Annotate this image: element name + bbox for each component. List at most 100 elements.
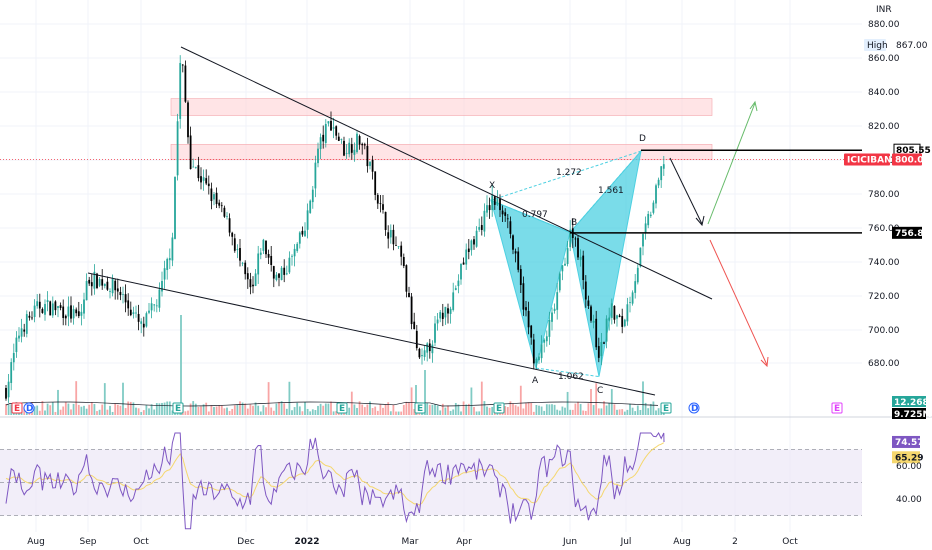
volume-bar	[457, 404, 460, 415]
volume-bar	[431, 404, 434, 415]
rsi-line	[5, 432, 665, 530]
candle-body	[10, 362, 13, 383]
volume-bar	[210, 405, 213, 415]
earnings-event-icon-glyph: E	[417, 404, 423, 414]
candle-body	[439, 312, 442, 319]
volume-bar	[262, 405, 265, 415]
candle-body	[421, 355, 423, 357]
volume-bar	[140, 411, 143, 415]
candle-body	[499, 198, 501, 211]
volume-bar	[543, 410, 546, 415]
volume-bar	[187, 410, 189, 415]
volume-bar	[649, 403, 652, 415]
volume-bar	[5, 403, 7, 415]
pattern-point-label: C	[597, 386, 603, 396]
volume-bar	[605, 405, 608, 415]
volume-bar	[106, 409, 109, 415]
y-tick-label: 720.00	[868, 292, 900, 302]
volume-bar	[275, 403, 278, 415]
candle-body	[213, 194, 215, 200]
volume-ma-badge	[892, 408, 926, 419]
upper-trendline	[180, 46, 713, 300]
candle-body	[564, 263, 566, 266]
candle-body	[348, 142, 351, 155]
volume-bar	[454, 402, 457, 415]
volume-bar	[577, 401, 579, 415]
candle-body	[410, 296, 413, 325]
volume-bar	[231, 408, 234, 415]
candle-body	[379, 203, 382, 205]
candle-body	[374, 171, 377, 195]
volume-bar	[584, 410, 587, 415]
volume-bar	[202, 404, 205, 415]
volume-bar	[207, 411, 210, 415]
volume-bar	[467, 403, 470, 415]
volume-bar	[122, 382, 124, 415]
candle-body	[57, 306, 59, 308]
volume-bar	[374, 406, 377, 415]
candle-body	[285, 273, 288, 275]
candle-body	[197, 165, 200, 179]
volume-bar	[634, 411, 637, 415]
candle-body	[337, 136, 340, 141]
candle-body	[77, 311, 80, 317]
x-tick-label: 2	[732, 537, 738, 547]
candle-body	[634, 281, 637, 293]
event-markers[interactable]: DE E E E E E D E	[11, 402, 843, 414]
volume-bar	[525, 403, 527, 415]
candle-body	[155, 305, 158, 307]
volume-bar	[579, 404, 582, 415]
volume-bar	[639, 409, 642, 415]
candle-body	[142, 323, 145, 328]
candle-body	[530, 325, 533, 338]
rsi-value: 74.57	[895, 438, 923, 448]
trendlines[interactable]	[87, 46, 769, 396]
candle-body	[20, 328, 23, 337]
candle-body	[202, 177, 205, 181]
volume-bar	[587, 403, 590, 415]
candle-body	[309, 200, 312, 213]
dividend-event-icon-glyph: D	[26, 404, 33, 414]
volume-bar	[127, 401, 130, 415]
candle-body	[28, 315, 31, 318]
volume-bar	[155, 403, 158, 415]
candle-body	[543, 339, 546, 343]
volume-bar	[348, 407, 351, 415]
volume-bar	[358, 401, 361, 415]
volume-bar	[51, 402, 54, 415]
price-axis[interactable]: INR880.00860.00840.00820.00800.00780.007…	[844, 5, 932, 505]
candle-body	[246, 273, 249, 280]
volume-bar	[350, 391, 353, 415]
pattern-ratio-label: 0.797	[522, 210, 548, 220]
candle-body	[272, 266, 275, 279]
volume-bar	[98, 409, 101, 415]
candle-body	[397, 246, 400, 248]
volume-bar	[184, 411, 187, 415]
candle-body	[514, 251, 517, 254]
volume-bar	[109, 405, 111, 415]
volume-bar	[613, 404, 616, 415]
volume-bar	[33, 406, 36, 415]
volume-bar	[657, 408, 660, 415]
x-tick-label: Mar	[402, 537, 419, 547]
volume-bar	[426, 402, 429, 415]
candle-body	[603, 342, 605, 344]
pattern-ac-ratio	[535, 367, 600, 378]
high-label: High	[867, 41, 888, 51]
volume-bar	[597, 408, 600, 415]
candle-body	[301, 230, 304, 235]
price-badge	[892, 153, 922, 166]
candle-body	[376, 194, 379, 204]
volume-bar	[103, 383, 106, 415]
candle-body	[25, 314, 28, 334]
volume-bar	[293, 407, 296, 415]
volume-bar	[306, 408, 309, 415]
time-axis[interactable]: Aug Sep Oct Dec 2022 Mar Apr Jun Jul Aug 2 Oct	[27, 537, 798, 547]
candle-body	[140, 321, 143, 324]
candle-body	[631, 292, 634, 304]
candle-body	[449, 308, 452, 314]
candle-body	[122, 294, 124, 295]
candle-body	[239, 248, 241, 261]
volume-bar	[603, 401, 605, 415]
